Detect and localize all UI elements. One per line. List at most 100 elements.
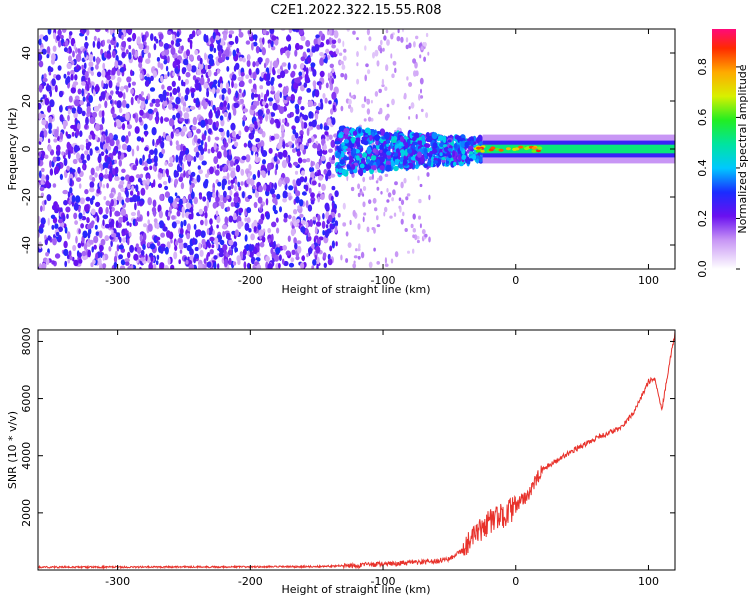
heatmap-cell [54, 84, 58, 93]
heatmap-cell [85, 144, 90, 151]
heatmap-cell [331, 117, 336, 126]
heatmap-cell [207, 69, 212, 77]
snr-frame [37, 329, 676, 571]
heatmap-cell [293, 63, 297, 70]
heatmap-cell [321, 183, 326, 191]
heatmap-cell [408, 82, 413, 87]
heatmap-cell [296, 150, 301, 157]
heatmap-cell [404, 142, 409, 149]
heatmap-cell [186, 49, 190, 57]
heatmap-cell [194, 79, 199, 84]
heatmap-cell [274, 199, 278, 206]
heatmap-cell [49, 89, 52, 98]
heatmap-cell [125, 190, 129, 198]
heatmap-cell [143, 123, 148, 130]
heatmap-cell [412, 213, 416, 220]
heatmap-cell [400, 218, 404, 225]
heatmap-cell [90, 66, 94, 71]
heatmap-cell [207, 118, 213, 126]
spectrogram-heatmap [38, 29, 675, 269]
heatmap-cell [234, 159, 240, 164]
heatmap-cell [133, 253, 139, 261]
heatmap-cell [120, 86, 124, 92]
heatmap-cell [48, 122, 52, 131]
heatmap-cell [265, 184, 271, 192]
heatmap-cell [232, 137, 237, 142]
heatmap-cell [38, 215, 41, 224]
heatmap-cell [186, 154, 192, 162]
heatmap-cell [115, 90, 120, 95]
heatmap-cell [355, 155, 360, 161]
heatmap-cell [66, 213, 69, 219]
heatmap-cell [232, 261, 237, 266]
heatmap-cell [116, 195, 122, 202]
heatmap-cell [242, 248, 247, 256]
heatmap-cell [63, 157, 68, 167]
heatmap-cell [447, 147, 453, 152]
heatmap-cell [279, 91, 282, 99]
heatmap-cell [285, 122, 290, 127]
heatmap-cell [374, 134, 380, 142]
heatmap-cell [51, 53, 56, 61]
heatmap-cell [198, 208, 203, 215]
heatmap-cell [400, 181, 404, 189]
heatmap-cell [479, 154, 483, 163]
heatmap-cell [121, 143, 128, 151]
heatmap-cell [70, 69, 75, 76]
heatmap-cell [138, 43, 144, 50]
heatmap-cell [140, 100, 145, 109]
heatmap-cell [48, 71, 52, 76]
heatmap-cell [328, 29, 332, 36]
heatmap-cell [119, 236, 122, 243]
heatmap-cell [81, 81, 86, 86]
heatmap-cell [98, 257, 102, 266]
heatmap-cell [176, 98, 180, 105]
heatmap-cell [453, 143, 458, 149]
heatmap-cell [356, 62, 359, 67]
x-tick-label: 0 [512, 575, 519, 588]
heatmap-cell [363, 163, 369, 169]
heatmap-cell [364, 74, 368, 82]
heatmap-cell [383, 211, 386, 217]
heatmap-cell [112, 29, 115, 34]
heatmap-cell [372, 148, 377, 154]
heatmap-cell [167, 31, 172, 35]
heatmap-cell [124, 228, 128, 235]
heatmap-cell [67, 71, 70, 76]
heatmap-cell [282, 141, 286, 149]
heatmap-cell [324, 97, 328, 104]
heatmap-cell [299, 213, 304, 218]
heatmap-cell [383, 35, 387, 41]
heatmap-cell [52, 237, 57, 246]
heatmap-cell [228, 149, 232, 156]
heatmap-cell [257, 196, 263, 204]
heatmap-cell [88, 134, 93, 140]
heatmap-cell [287, 192, 292, 197]
heatmap-cell [308, 187, 312, 194]
heatmap-cell [136, 246, 142, 254]
heatmap-cell [89, 181, 95, 189]
heatmap-cell [271, 85, 275, 92]
heatmap-cell [274, 133, 280, 140]
heatmap-cell [252, 247, 258, 255]
heatmap-cell [127, 131, 131, 137]
heatmap-cell [386, 139, 391, 144]
heatmap-cell [137, 209, 141, 218]
heatmap-cell [348, 98, 352, 105]
heatmap-cell [438, 159, 442, 165]
heatmap-cell [372, 52, 375, 59]
heatmap-cell [349, 219, 352, 226]
heatmap-cell [305, 184, 309, 192]
heatmap-cell [271, 193, 276, 198]
heatmap-cell [392, 60, 397, 66]
spectrogram-y-label: Frequency (Hz) [6, 108, 19, 191]
heatmap-cell [77, 166, 81, 174]
heatmap-cell [258, 229, 265, 236]
heatmap-cell [118, 159, 123, 167]
x-tick-label: -200 [238, 575, 263, 588]
heatmap-cell [402, 211, 405, 217]
heatmap-cell [46, 174, 50, 181]
heatmap-cell [287, 162, 292, 168]
heatmap-cell [334, 190, 339, 198]
heatmap-cell [171, 221, 177, 229]
